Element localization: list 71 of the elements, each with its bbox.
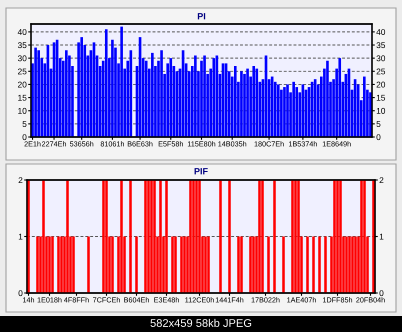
- bar: [283, 87, 286, 137]
- y2-tick-label: 25: [376, 68, 386, 74]
- bar: [65, 50, 68, 137]
- bar: [369, 92, 372, 137]
- bar: [240, 71, 243, 137]
- y2-tick-label: 40: [376, 29, 386, 35]
- bar: [270, 76, 274, 137]
- bar: [203, 56, 206, 137]
- bar: [56, 40, 58, 137]
- bar: [292, 82, 295, 137]
- y-tick-label: 1: [18, 234, 22, 240]
- bar: [216, 56, 218, 137]
- bar: [354, 79, 356, 137]
- bar: [212, 58, 216, 137]
- bar: [252, 66, 256, 137]
- bar: [52, 42, 56, 137]
- y2-tick-label: 1: [380, 234, 384, 240]
- chart-title: PIF: [194, 168, 208, 174]
- y2-tick-label: 5: [376, 121, 380, 127]
- y-tick-label: 30: [18, 55, 27, 62]
- y2-tick-label: 15: [376, 94, 386, 101]
- y-tick-label: 2: [18, 177, 22, 184]
- y-tick-label: 15: [18, 94, 26, 101]
- y2-tick-label: 0: [379, 290, 384, 296]
- y2-tick-label: 35: [376, 42, 386, 48]
- bar: [338, 58, 342, 137]
- bar: [120, 26, 123, 137]
- bar: [138, 37, 142, 137]
- y2-tick-label: 2: [380, 177, 384, 184]
- y-tick-label: 25: [18, 68, 26, 74]
- chart-title: PI: [198, 13, 206, 20]
- bar: [46, 45, 50, 137]
- bar: [224, 63, 228, 137]
- bar: [363, 76, 366, 137]
- bar: [302, 84, 304, 137]
- y-tick-label: 10: [18, 108, 27, 114]
- bar: [182, 50, 184, 137]
- bar: [264, 56, 268, 137]
- bar: [314, 79, 316, 137]
- y2-tick-label: 30: [376, 55, 386, 62]
- bar: [276, 84, 280, 137]
- bar: [151, 52, 154, 137]
- y-tick-label: 35: [18, 42, 26, 48]
- text: 582x459 58kb JPEG: [150, 318, 252, 327]
- bar: [144, 60, 148, 137]
- y2-tick-label: 10: [376, 108, 386, 114]
- y-tick-label: 5: [22, 121, 26, 127]
- bar: [348, 68, 350, 137]
- bar: [234, 66, 237, 137]
- bar: [246, 68, 249, 137]
- y-tick-label: 0: [18, 290, 23, 296]
- y-tick-label: 40: [18, 29, 27, 35]
- bar: [104, 29, 108, 137]
- bar: [326, 60, 329, 137]
- bar: [160, 50, 163, 137]
- bar: [222, 63, 224, 137]
- bar: [80, 37, 83, 137]
- bar: [310, 82, 314, 137]
- bar: [169, 58, 172, 137]
- bar: [194, 56, 197, 137]
- bar: [130, 50, 132, 137]
- bar: [255, 68, 258, 137]
- y-tick-label: 20: [18, 82, 27, 88]
- y-tick-label: 0: [22, 134, 27, 140]
- bar: [286, 84, 289, 137]
- bar: [37, 50, 40, 137]
- y2-tick-label: 0: [376, 134, 380, 140]
- bar: [92, 42, 96, 137]
- bar: [34, 48, 37, 137]
- bar: [111, 40, 114, 137]
- y2-tick-label: 20: [376, 82, 386, 88]
